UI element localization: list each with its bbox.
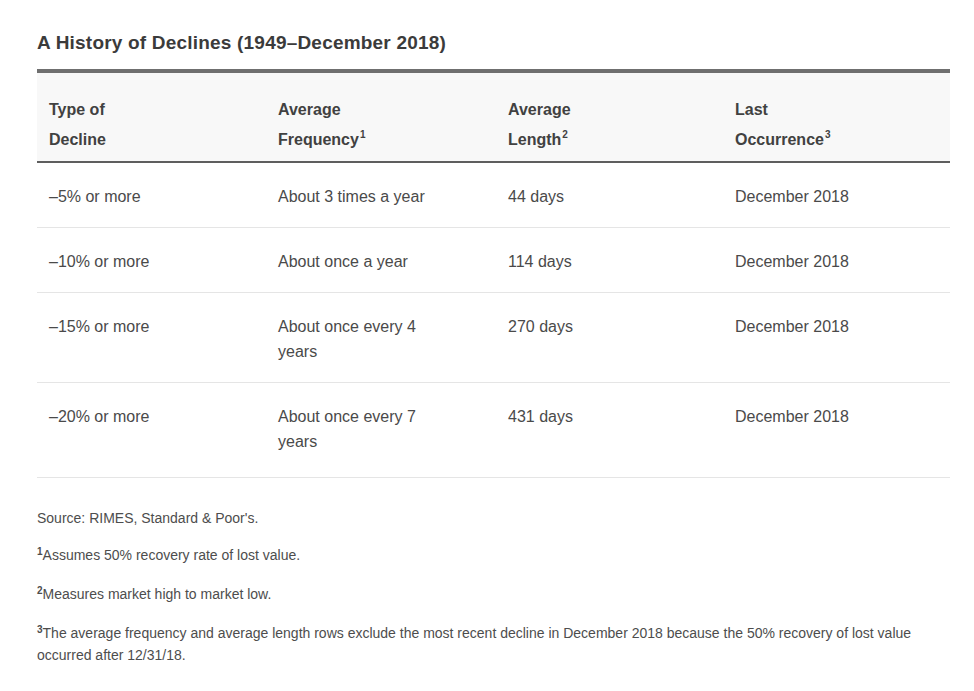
footnote-marker: 3 bbox=[37, 624, 43, 635]
cell-last-occurrence: December 2018 bbox=[735, 228, 950, 292]
table-row: –5% or more About 3 times a year 44 days… bbox=[37, 163, 950, 228]
footnote-marker: 1 bbox=[37, 546, 43, 557]
table-row: –20% or more About once every 7 years 43… bbox=[37, 383, 950, 478]
footnote-3: 3The average frequency and average lengt… bbox=[37, 623, 942, 665]
cell-average-length: 44 days bbox=[508, 163, 735, 227]
footnote-marker: 3 bbox=[825, 129, 831, 140]
column-header-average-length: Average Length2 bbox=[508, 73, 735, 161]
header-line: Occurrence bbox=[735, 131, 824, 148]
cell-type-of-decline: –15% or more bbox=[37, 293, 278, 382]
cell-last-occurrence: December 2018 bbox=[735, 293, 950, 382]
footnote-text: Assumes 50% recovery rate of lost value. bbox=[43, 547, 301, 563]
cell-average-frequency: About once a year bbox=[278, 228, 456, 292]
column-header-average-frequency: Average Frequency1 bbox=[278, 73, 508, 161]
exhibit-content: A History of Declines (1949–December 201… bbox=[37, 0, 950, 682]
header-line: Type of bbox=[49, 101, 105, 118]
cell-average-frequency: About once every 7 years bbox=[278, 383, 456, 477]
footnote-1: 1Assumes 50% recovery rate of lost value… bbox=[37, 545, 942, 567]
header-line: Average bbox=[278, 101, 341, 118]
header-line: Length bbox=[508, 131, 561, 148]
table-row: –15% or more About once every 4 years 27… bbox=[37, 293, 950, 383]
footnote-marker: 1 bbox=[360, 129, 366, 140]
exhibit-page: A History of Declines (1949–December 201… bbox=[0, 0, 974, 691]
header-line: Last bbox=[735, 101, 768, 118]
cell-average-frequency: About once every 4 years bbox=[278, 293, 456, 382]
footnote-text: The average frequency and average length… bbox=[37, 625, 911, 663]
footnote-text: Measures market high to market low. bbox=[43, 586, 272, 602]
cell-average-frequency: About 3 times a year bbox=[278, 163, 456, 227]
cell-type-of-decline: –10% or more bbox=[37, 228, 278, 292]
header-line: Average bbox=[508, 101, 571, 118]
table-row: –10% or more About once a year 114 days … bbox=[37, 228, 950, 293]
page-title: A History of Declines (1949–December 201… bbox=[37, 30, 950, 56]
header-line: Frequency bbox=[278, 131, 359, 148]
header-line: Decline bbox=[49, 131, 106, 148]
footnote-2: 2Measures market high to market low. bbox=[37, 584, 942, 606]
column-header-last-occurrence: Last Occurrence3 bbox=[735, 73, 950, 161]
cell-type-of-decline: –5% or more bbox=[37, 163, 278, 227]
table-header-row: Type of Decline Average Frequency1 Avera… bbox=[37, 73, 950, 163]
footnote-marker: 2 bbox=[562, 129, 568, 140]
cell-average-length: 431 days bbox=[508, 383, 735, 477]
cell-last-occurrence: December 2018 bbox=[735, 163, 950, 227]
cell-last-occurrence: December 2018 bbox=[735, 383, 950, 477]
cell-average-length: 270 days bbox=[508, 293, 735, 382]
footnote-marker: 2 bbox=[37, 585, 43, 596]
source-line: Source: RIMES, Standard & Poor's. bbox=[37, 508, 942, 528]
cell-type-of-decline: –20% or more bbox=[37, 383, 278, 477]
footnotes-section: Source: RIMES, Standard & Poor's. 1Assum… bbox=[37, 508, 950, 665]
column-header-type-of-decline: Type of Decline bbox=[37, 73, 278, 161]
cell-average-length: 114 days bbox=[508, 228, 735, 292]
